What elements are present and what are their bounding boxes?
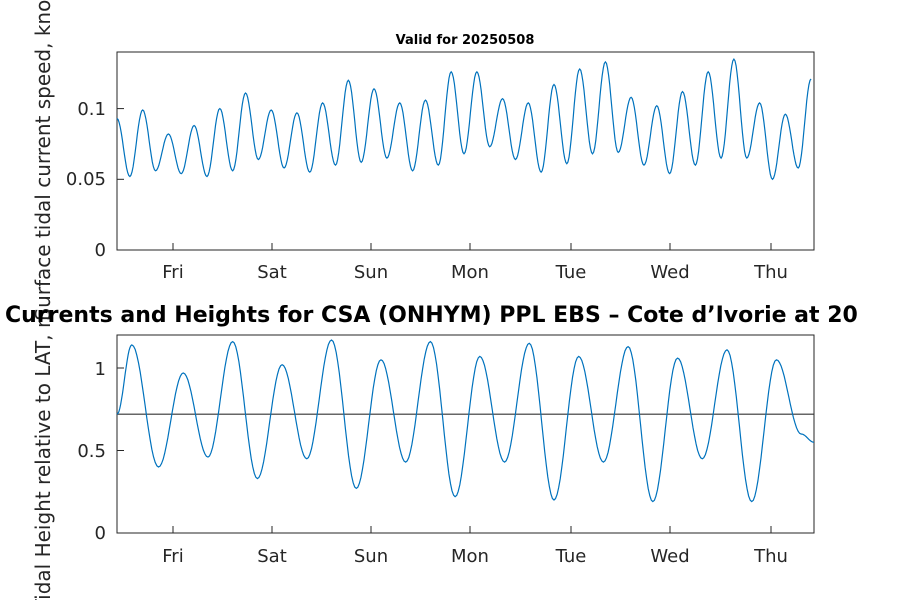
- x-tick-label: Fri: [162, 262, 183, 283]
- tidal-height-ylabel: Tidal Height relative to LAT, m: [31, 309, 55, 600]
- x-tick-label: Mon: [451, 262, 489, 283]
- current-speed-x-ticks: Fri Sat Sun Mon Tue Wed Thu: [162, 243, 788, 283]
- y-tick-label: 0.05: [66, 169, 106, 190]
- x-tick-label: Tue: [555, 546, 587, 567]
- main-title: Currents and Heights for CSA (ONHYM) PPL…: [5, 303, 858, 328]
- tidal-height-panel: Tidal Height relative to LAT, m 0 0.5 1 …: [31, 309, 815, 600]
- x-tick-label: Wed: [650, 262, 689, 283]
- current-speed-series-line: [116, 57, 812, 181]
- current-speed-y-ticks: 0 0.05 0.1: [66, 99, 124, 261]
- x-tick-label: Thu: [753, 262, 788, 283]
- tidal-height-plot-area: [116, 334, 815, 534]
- tidal-height-x-ticks: Fri Sat Sun Mon Tue Wed Thu: [162, 526, 788, 567]
- x-tick-label: Sat: [257, 262, 287, 283]
- current-speed-panel: Valid for 20250508 Surface tidal current…: [31, 0, 815, 321]
- x-tick-label: Sun: [354, 546, 388, 567]
- x-tick-label: Thu: [753, 546, 788, 567]
- current-speed-ylabel: Surface tidal current speed, knots: [31, 0, 55, 321]
- y-tick-label: 0.1: [77, 99, 106, 120]
- tidal-height-series-line: [116, 339, 815, 503]
- x-tick-label: Fri: [162, 546, 183, 567]
- tidal-height-y-ticks: 0 0.5 1: [77, 359, 124, 544]
- y-tick-label: 0.5: [77, 441, 106, 462]
- x-tick-label: Mon: [451, 546, 489, 567]
- x-tick-label: Sat: [257, 546, 287, 567]
- x-tick-label: Wed: [650, 546, 689, 567]
- x-tick-label: Sun: [354, 262, 388, 283]
- current-speed-title: Valid for 20250508: [396, 33, 535, 48]
- x-tick-label: Tue: [555, 262, 587, 283]
- y-tick-label: 1: [95, 359, 106, 380]
- y-tick-label: 0: [95, 523, 106, 544]
- y-tick-label: 0: [95, 240, 106, 261]
- current-speed-plot-area: [116, 51, 815, 251]
